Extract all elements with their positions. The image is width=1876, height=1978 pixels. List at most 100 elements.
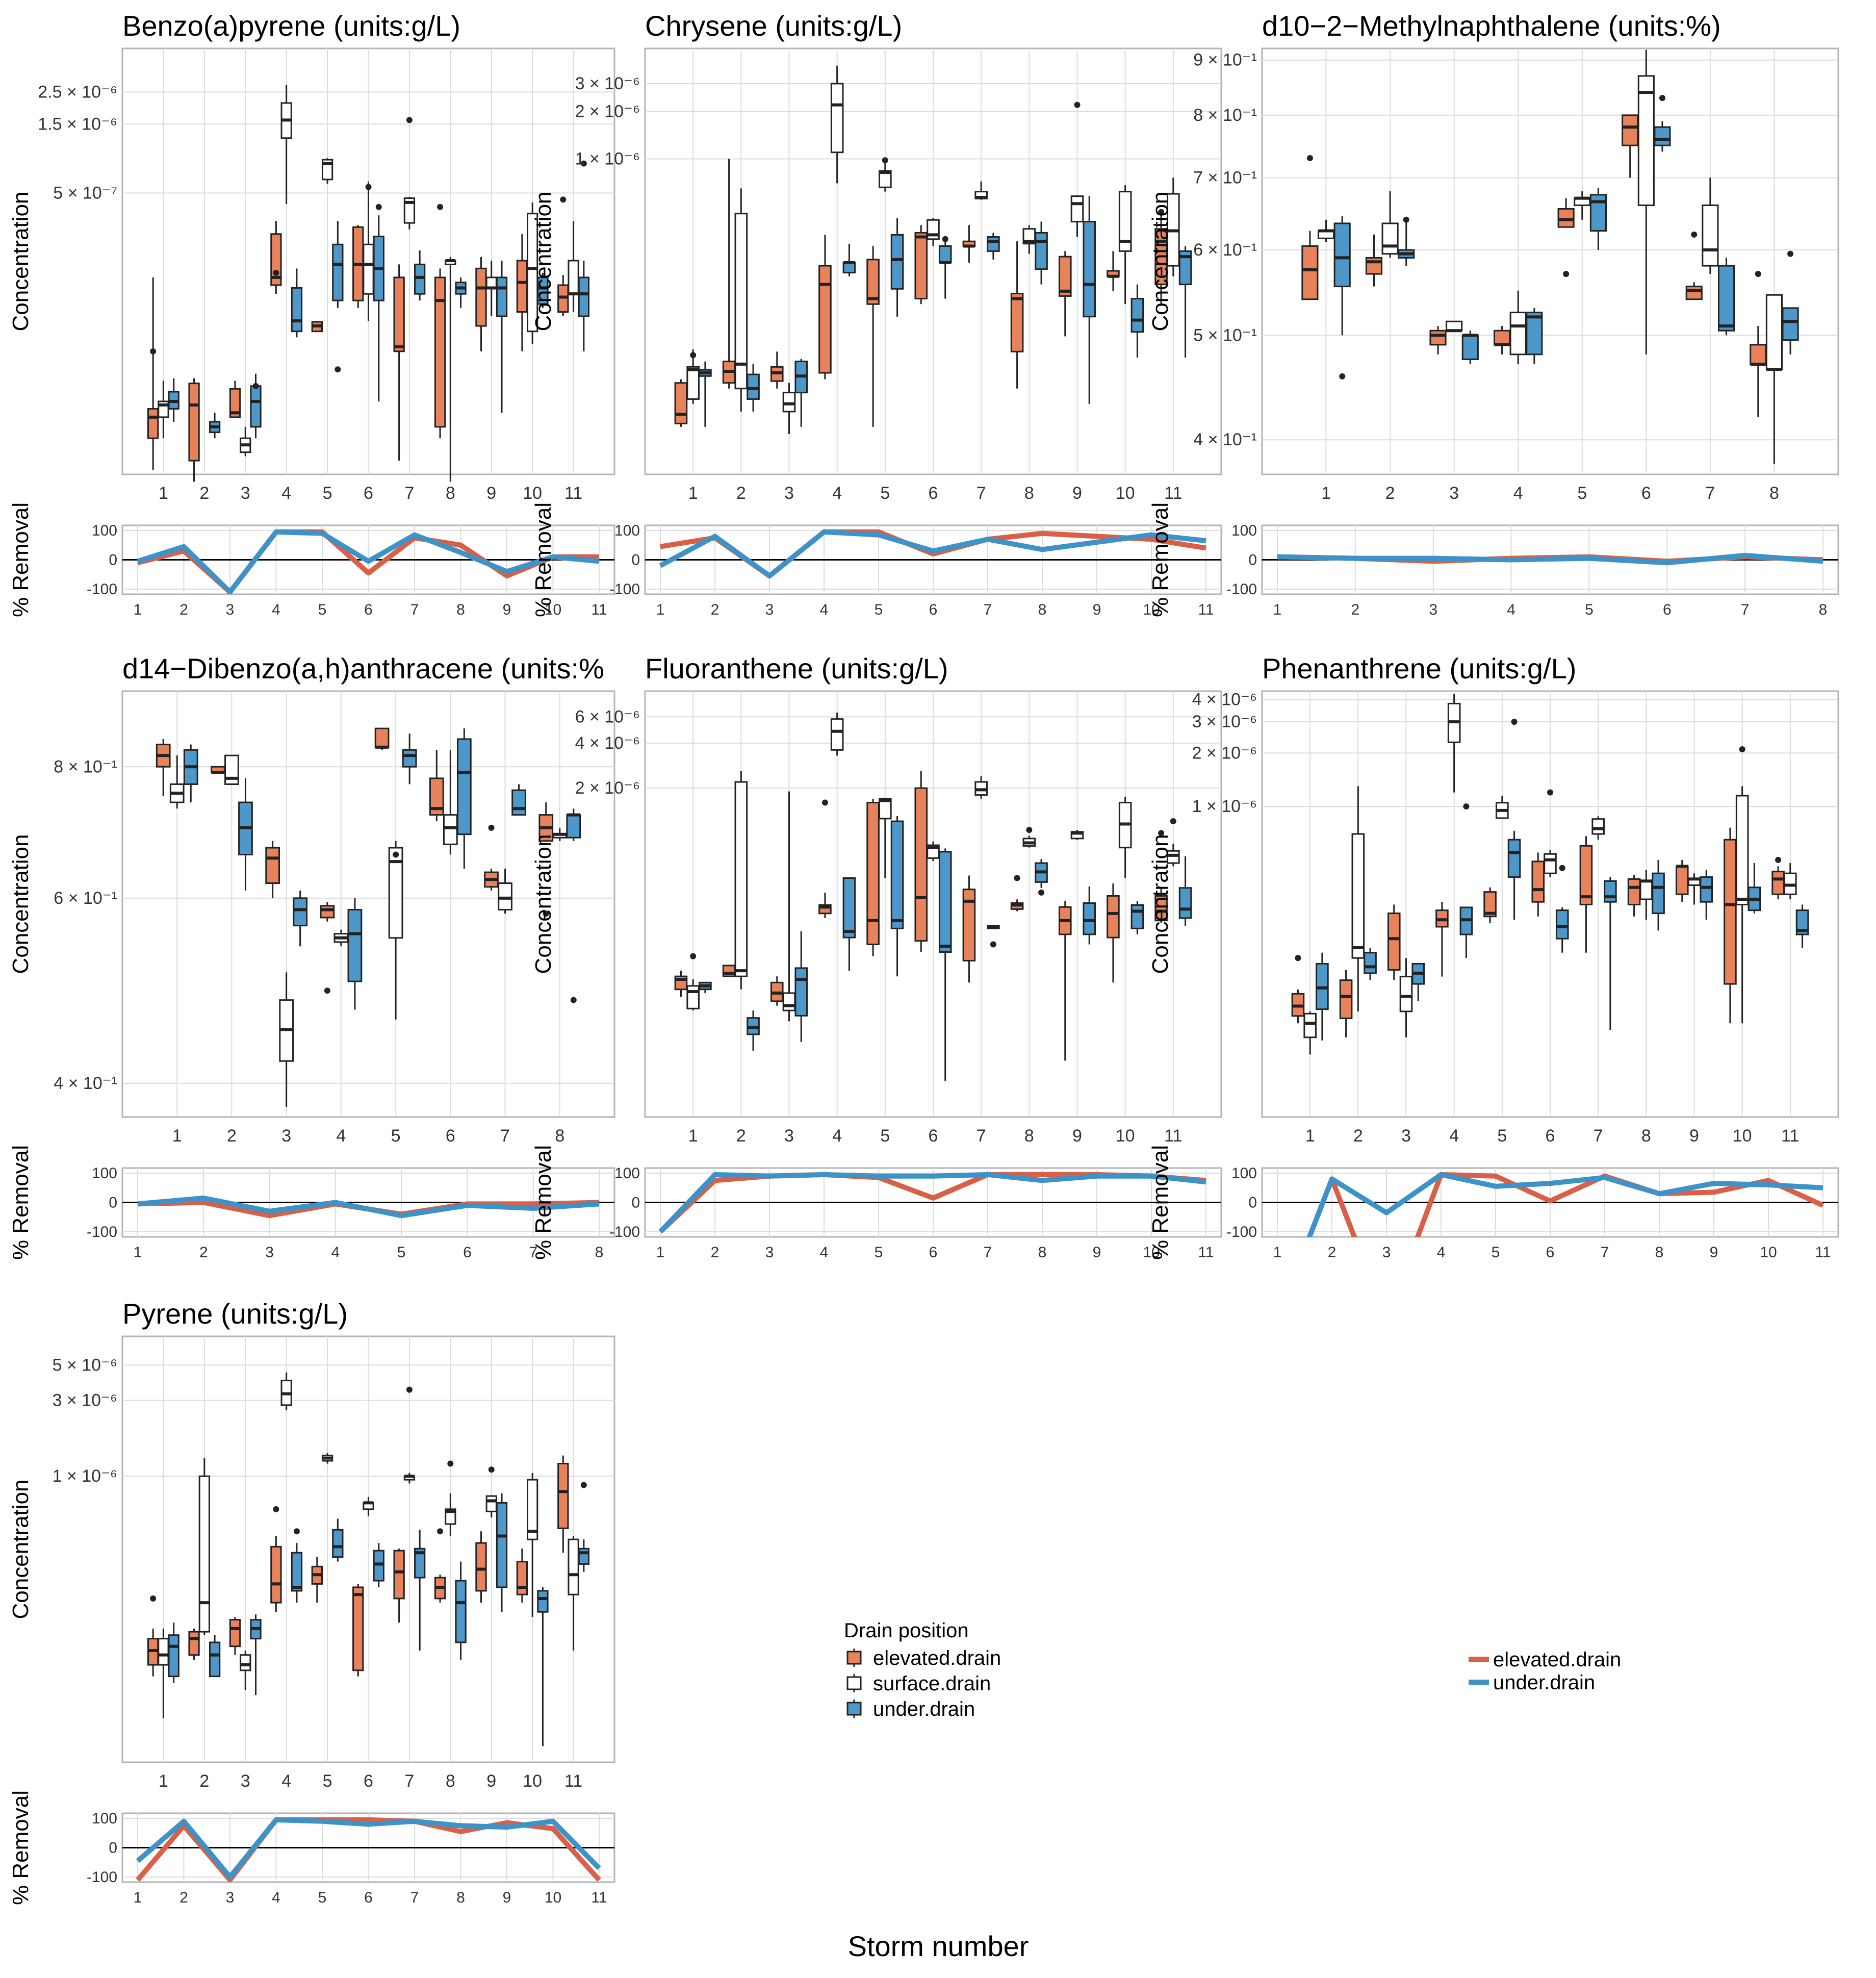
box-under-storm-3: [1461, 331, 1479, 365]
box-surface-storm-2: [224, 754, 239, 785]
box-outlier: [1511, 719, 1518, 725]
box-iqr: [1364, 952, 1377, 974]
box-surface-storm-6: [443, 750, 458, 855]
box-elevated-storm-6: [352, 225, 364, 308]
box-iqr: [1118, 191, 1132, 252]
box-iqr: [938, 851, 952, 953]
box-under-storm-9: [1083, 196, 1096, 404]
box-outlier: [1339, 373, 1346, 379]
y-tick-label: 1 × 10⁻⁶: [1192, 797, 1257, 816]
box-iqr: [1589, 194, 1607, 232]
legend-drain-position: Drain position elevated.drain surface.dra…: [844, 1619, 1001, 1720]
box-iqr: [842, 877, 856, 939]
box-elevated-storm-6: [1531, 852, 1545, 917]
box-surface-storm-4: [1509, 290, 1527, 365]
box-under-storm-1: [168, 1622, 179, 1683]
removal-panel-4: 1 2 3 4 5 6 7 8 100 0 -100 % Removal: [8, 1145, 615, 1261]
removal-x-tick-label: 1: [1273, 1244, 1282, 1261]
box-surface-storm-11: [1167, 177, 1180, 276]
removal-y-tick-label: 100: [92, 522, 117, 539]
x-tick-label: 9: [486, 484, 496, 503]
removal-x-tick-label: 6: [1546, 1244, 1555, 1261]
removal-x-tick-label: 11: [591, 601, 607, 618]
x-tick-label: 1: [159, 484, 168, 503]
x-tick-label: 1: [688, 484, 698, 503]
box-iqr: [511, 789, 526, 816]
removal-x-tick-label: 1: [656, 1244, 665, 1261]
box-iqr: [782, 392, 796, 413]
x-tick-label: 5: [1577, 484, 1587, 503]
removal-x-tick-label: 6: [929, 1244, 938, 1261]
removal-x-tick-label: 2: [1328, 1244, 1337, 1261]
removal-x-tick-label: 4: [1507, 601, 1515, 618]
box-under-storm-3: [794, 931, 808, 1042]
removal-x-tick-label: 6: [364, 1889, 373, 1906]
removal-x-tick-label: 5: [318, 1889, 327, 1906]
removal-x-tick-label: 1: [1273, 601, 1282, 618]
box-iqr: [434, 276, 446, 428]
box-elevated-storm-3: [265, 841, 280, 898]
box-under-storm-1: [168, 378, 179, 422]
box-iqr: [1654, 126, 1671, 146]
box-iqr: [566, 814, 581, 839]
removal-x-tick-label: 10: [1143, 1244, 1160, 1261]
box-outlier: [437, 1528, 444, 1535]
box-under-storm-1: [699, 361, 712, 427]
removal-x-tick-label: 9: [503, 601, 511, 618]
box-under-storm-11: [1795, 904, 1809, 948]
box-outlier: [882, 157, 888, 164]
box-outlier: [1403, 216, 1409, 223]
box-iqr: [1494, 329, 1511, 346]
box-iqr: [1579, 845, 1593, 905]
box-surface-storm-3: [1446, 320, 1463, 333]
box-iqr: [1700, 876, 1713, 903]
x-tick-label: 2: [1385, 484, 1395, 503]
box-iqr: [332, 1529, 344, 1558]
removal-y-axis-label: % Removal: [8, 1790, 33, 1905]
box-surface-storm-3: [1399, 958, 1413, 1037]
box-iqr: [455, 1580, 467, 1643]
box-iqr: [229, 388, 241, 418]
box-iqr: [1083, 221, 1096, 318]
box-iqr: [1461, 334, 1479, 360]
box-elevated-storm-6: [914, 225, 928, 305]
y-tick-label: 6 × 10⁻⁶: [575, 707, 640, 726]
box-surface-storm-9: [1070, 102, 1084, 237]
box-elevated-storm-4: [270, 221, 282, 294]
box-elevated-storm-10: [1107, 883, 1120, 983]
removal-y-tick-label: -100: [1226, 1224, 1257, 1240]
removal-y-tick-label: -100: [609, 1224, 640, 1240]
box-under-storm-5: [402, 733, 417, 784]
box-elevated-storm-5: [374, 727, 390, 750]
box-iqr: [1604, 880, 1617, 903]
box-surface-storm-9: [1070, 830, 1084, 840]
box-iqr: [1544, 853, 1557, 874]
box-iqr: [578, 1548, 589, 1565]
box-iqr: [240, 1654, 251, 1671]
box-under-storm-1: [1333, 216, 1351, 379]
chart-title: Benzo(a)pyrene (units:g/L): [122, 10, 460, 42]
box-surface-storm-4: [830, 65, 844, 184]
box-under-storm-6: [1555, 865, 1569, 953]
box-iqr: [866, 802, 880, 946]
box-under-storm-11: [578, 1482, 589, 1572]
x-tick-label: 7: [1705, 484, 1715, 503]
box-surface-storm-7: [974, 776, 988, 799]
box-elevated-storm-1: [147, 277, 159, 471]
removal-y-tick-label: 0: [1248, 552, 1257, 569]
box-iqr: [1483, 891, 1497, 918]
y-tick-label: 4 × 10⁻⁶: [575, 733, 640, 753]
box-under-storm-2: [747, 1010, 760, 1051]
removal-y-tick-label: -100: [87, 581, 117, 598]
box-under-storm-8: [1652, 859, 1665, 931]
box-outlier: [1659, 95, 1665, 102]
box-iqr: [1531, 860, 1545, 903]
chart-panel-6: Phenanthrene (units:g/L) 1 × 10⁻⁶ 2 × 10⁻⁶…: [1148, 652, 1839, 1261]
box-surface-storm-7: [1591, 816, 1605, 840]
box-elevated-storm-2: [1339, 970, 1353, 1037]
box-outlier: [406, 117, 413, 123]
chart-title: d14−Dibenzo(a,h)anthracene (units:%: [122, 652, 604, 684]
box-under-storm-2: [1398, 216, 1415, 266]
x-tick-label: 4: [281, 484, 291, 503]
box-elevated-storm-3: [229, 381, 241, 418]
